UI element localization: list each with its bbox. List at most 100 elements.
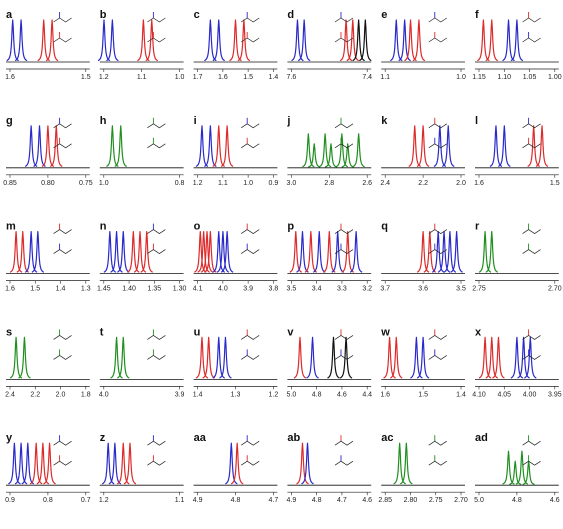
x-tick-label: 1.35 [148, 286, 162, 293]
x-tick-label: 4.6 [550, 497, 560, 504]
x-tick-label: 1.00 [548, 74, 562, 81]
panel-d: d 7.6 7.4 1-aminoindane [287, 9, 373, 81]
x-tick-label: 2.6 [362, 180, 372, 187]
x-tick-label: 4.8 [312, 391, 322, 398]
spectrum-peak [137, 19, 150, 62]
x-tick-label: 3.5 [287, 286, 297, 293]
spectrum-peak [31, 231, 45, 273]
x-tick-label: 0.80 [41, 180, 55, 187]
panel-letter: x [475, 326, 482, 338]
molecule-bond [428, 143, 447, 149]
panel-p: p 3.5 3.4 3.3 3.2 valinol [287, 221, 373, 293]
spectrum-peak [194, 231, 207, 273]
panel-letter: ad [475, 432, 488, 444]
spectrum-peak [443, 231, 457, 273]
spectrum-peak [36, 442, 50, 485]
spectrum-peak [410, 336, 423, 379]
x-tick-label: 1.2 [269, 391, 279, 398]
panel-letter: f [475, 9, 479, 21]
spectrum-peak [323, 231, 336, 273]
x-tick-label: 0.7 [81, 497, 91, 504]
molecule-structure: trans-1,2-diaminocyclohexane [428, 117, 447, 149]
x-tick-label: 0.9 [269, 180, 279, 187]
panel-ac: ac 2.85 2.80 2.75 2.70 methyl ketone [378, 432, 468, 504]
x-tick-label: 2.4 [380, 180, 390, 187]
x-tick-label: 1.6 [5, 74, 15, 81]
x-tick-label: 1.0 [243, 180, 253, 187]
x-tick-label: 1.3 [231, 391, 241, 398]
molecule-bond [428, 249, 447, 255]
panel-b: b 1.2 1.1 1.0 tBu–CH(CH₃)NH₂ [97, 9, 185, 81]
panel-letter: m [6, 221, 16, 233]
molecule-structure: 2-phenylpropionic acid [240, 329, 260, 360]
x-tick-label: 4.6 [337, 391, 347, 398]
spectrum-peak [383, 336, 396, 379]
molecule-bond [147, 123, 166, 129]
molecule-structure: N,N'-dimethyl-BINAM [522, 223, 541, 255]
x-tick-label: 4.8 [312, 497, 322, 504]
spectrum-peak [352, 19, 365, 62]
spectrum-peak [230, 442, 244, 485]
x-tick-label: 1.5 [243, 74, 253, 81]
panel-letter: v [287, 326, 294, 338]
spectrum-peak [312, 231, 326, 273]
spectrum-peak [498, 125, 511, 167]
molecule-bond [428, 123, 447, 129]
molecule-structure: 2-phenylpropylamine [522, 12, 541, 43]
spectrum-peak [478, 231, 492, 273]
spectrum-peak [110, 231, 123, 273]
panel-letter: o [194, 221, 201, 233]
x-tick-label: 1.4 [56, 286, 66, 293]
spectrum-peak [349, 231, 363, 273]
spectrum-peak [289, 231, 303, 273]
spectrum-peak [352, 133, 365, 168]
x-tick-label: 2.8 [324, 180, 334, 187]
spectrum-peak [9, 336, 23, 379]
molecule-bond [53, 123, 72, 129]
spectrum-peak [43, 442, 56, 485]
molecule-bond [522, 17, 541, 23]
x-tick-label: 1.4 [193, 391, 203, 398]
x-tick-label: 4.0 [99, 391, 109, 398]
spectrum-peak [412, 19, 426, 62]
spectrum-peak [301, 442, 314, 485]
panel-letter: c [194, 9, 200, 21]
spectrum-peak [29, 442, 43, 485]
panel-j: j 3.0 2.8 2.6 3-methylpiperidine [286, 115, 372, 187]
spectrum-peak [478, 336, 492, 379]
panel-ab: ab 4.9 4.8 4.7 4.6 3-chloromandelic acid [287, 432, 373, 504]
x-tick-label: 1.30 [173, 286, 187, 293]
molecule-bond [334, 229, 354, 235]
molecule-structure: 1-aminoindane [334, 12, 354, 43]
x-tick-label: 4.7 [337, 497, 347, 504]
x-tick-label: 3.9 [243, 286, 253, 293]
molecule-structure: 3-chloromandelic acid [334, 435, 354, 466]
spectrum-peak [291, 19, 304, 62]
spectrum-peak [535, 125, 549, 167]
panel-letter: y [6, 432, 13, 444]
panel-letter: p [287, 221, 294, 233]
molecule-bond [428, 17, 447, 23]
x-tick-label: 4.9 [287, 497, 297, 504]
spectrum-peak [220, 125, 234, 167]
x-tick-label: 2.70 [454, 497, 468, 504]
spectrum-peak [304, 231, 318, 273]
molecule-bond [53, 143, 72, 149]
molecule-bond [240, 440, 260, 446]
spectrum-peak [408, 125, 421, 167]
molecule-bond [334, 123, 354, 129]
spectrum-peak [204, 125, 217, 167]
molecule-bond [240, 354, 260, 360]
molecule-structure: 3-phenylbutyric acid [147, 435, 166, 466]
spectrum-peak [6, 19, 19, 62]
molecule-structure: sec-butylamine [428, 12, 447, 43]
spectrum-peak [37, 19, 50, 62]
x-tick-label: 0.8 [175, 180, 185, 187]
molecule-structure: O-methylmandelic acid [334, 329, 354, 360]
molecule-structure: 2-bromopropionic acid [428, 329, 447, 360]
x-tick-label: 2.80 [404, 497, 418, 504]
x-tick-label: 1.6 [218, 74, 228, 81]
x-tick-label: 1.2 [99, 74, 109, 81]
spectrum-peak [485, 231, 499, 273]
